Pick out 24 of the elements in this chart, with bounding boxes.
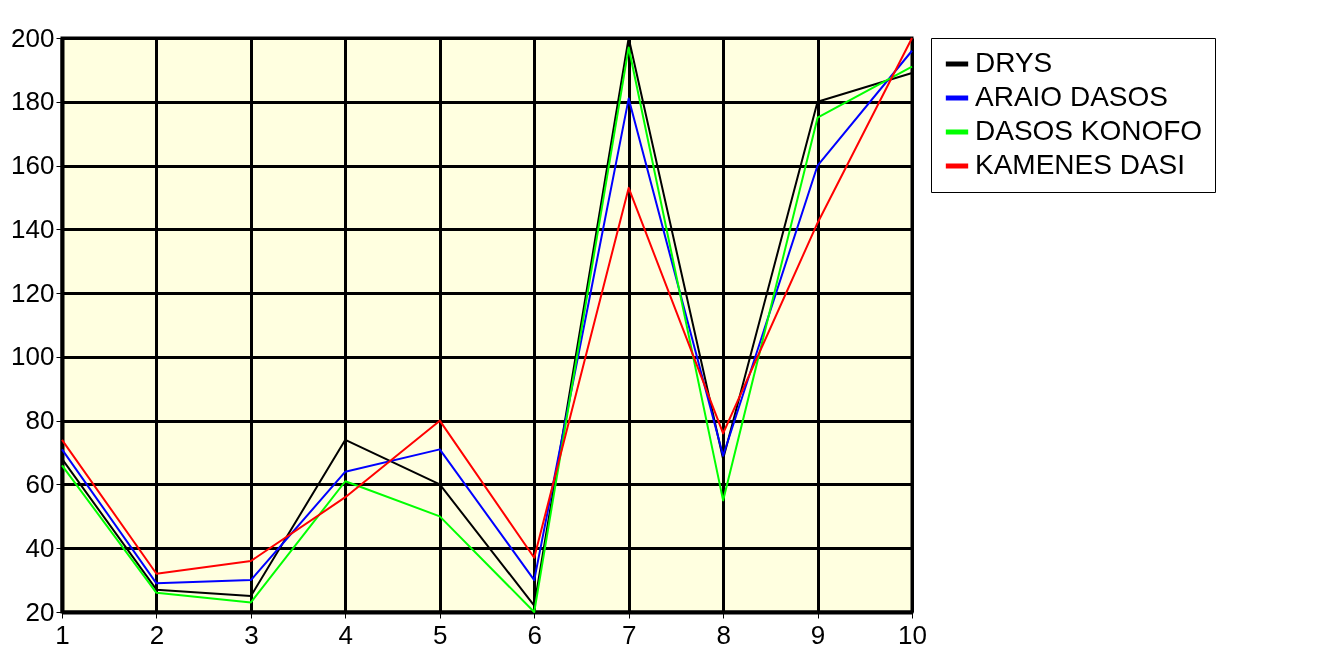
x-tick-label: 1: [55, 619, 70, 650]
y-tick-label: 40: [25, 532, 55, 563]
x-tick-label: 3: [244, 619, 259, 650]
y-tick-label: 60: [25, 468, 55, 499]
x-tick-label: 2: [149, 619, 165, 650]
y-tick-label: 80: [25, 405, 55, 436]
y-tick-label: 200: [11, 22, 55, 53]
x-tick-label: 7: [621, 619, 637, 650]
x-tick-label: 4: [338, 619, 354, 650]
y-tick-label: 100: [11, 341, 55, 372]
legend-label: DASOS KONOFO: [975, 115, 1203, 146]
y-tick-label: 140: [11, 213, 55, 244]
y-tick-label: 160: [11, 150, 55, 181]
legend-label: DRYS: [975, 47, 1053, 78]
legend-label: ARAIO DASOS: [975, 81, 1168, 112]
x-tick-label: 8: [716, 619, 731, 650]
x-tick-label: 5: [433, 619, 448, 650]
x-tick-label: 9: [810, 619, 826, 650]
y-tick-label: 180: [11, 86, 55, 117]
y-tick-label: 120: [11, 277, 55, 308]
y-tick-label: 20: [25, 596, 55, 627]
legend-label: KAMENES DASI: [975, 149, 1186, 180]
x-tick-label: 6: [527, 619, 542, 650]
x-tick-label: 10: [898, 619, 927, 650]
